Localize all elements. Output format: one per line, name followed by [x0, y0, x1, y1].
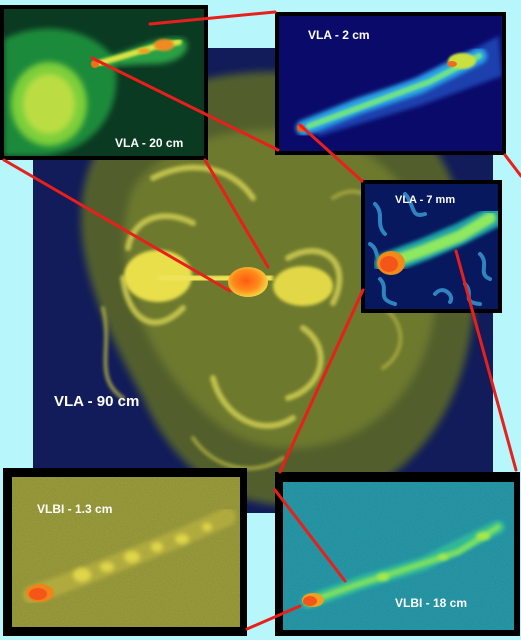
radio-lobe-jet-image: [4, 9, 204, 156]
vla-7mm-label: VLA - 7 mm: [395, 194, 456, 206]
vla-20cm-label: VLA - 20 cm: [115, 136, 184, 150]
vla-2cm-label: VLA - 2 cm: [308, 28, 370, 42]
vla-90cm-label: VLA - 90 cm: [54, 393, 140, 410]
vla-20cm-panel: VLA - 20 cm: [0, 5, 208, 160]
connector-2cm-7mm-right: [503, 153, 521, 178]
vlbi-18cm-label: VLBI - 18 cm: [395, 596, 468, 610]
vla-2cm-panel: VLA - 2 cm: [275, 12, 506, 155]
vlbi-18cm-panel: VLBI - 18 cm: [275, 472, 520, 636]
vla-7mm-panel: VLA - 7 mm: [361, 180, 502, 313]
vlbi-1-3cm-panel: VLBI - 1.3 cm: [3, 468, 247, 636]
vlbi-core-jet-image: [12, 477, 240, 627]
vlbi-1-3cm-label: VLBI - 1.3 cm: [37, 502, 113, 516]
